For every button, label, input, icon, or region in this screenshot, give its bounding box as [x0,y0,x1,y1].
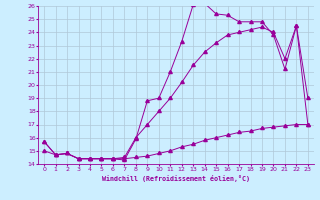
X-axis label: Windchill (Refroidissement éolien,°C): Windchill (Refroidissement éolien,°C) [102,175,250,182]
